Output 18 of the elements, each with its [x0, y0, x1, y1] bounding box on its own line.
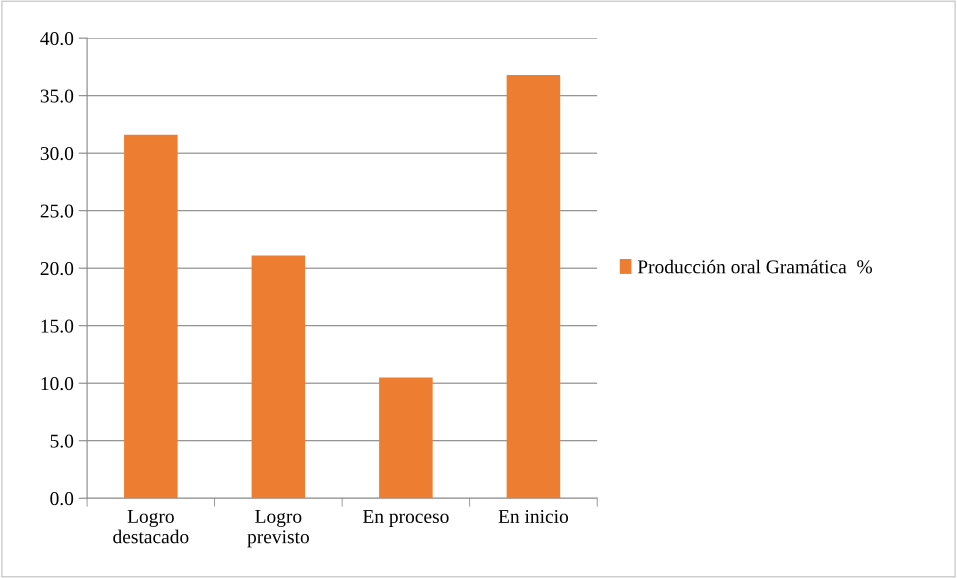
- bar: [252, 256, 306, 498]
- y-tick-label: 0.0: [50, 492, 74, 506]
- x-tick-label: Logro previsto: [247, 510, 309, 548]
- x-tick-label: Logro destacado: [113, 510, 188, 544]
- x-tick-label: En proceso: [362, 510, 449, 527]
- bar: [379, 377, 433, 498]
- y-tick-label: 20.0: [40, 262, 74, 276]
- bar: [506, 74, 560, 498]
- y-tick-label: 40.0: [40, 32, 74, 46]
- y-tick-label: 10.0: [42, 377, 74, 390]
- bar: [124, 134, 178, 498]
- x-tick-label: En inicio: [498, 510, 568, 524]
- y-tick-label: 5.0: [50, 434, 74, 448]
- y-tick-label: 15.0: [42, 320, 74, 333]
- legend-label: Producción oral Gramática %: [638, 260, 872, 274]
- y-tick-label: 30.0: [40, 146, 74, 160]
- y-tick-label: 25.0: [40, 204, 74, 218]
- y-tick-label: 35.0: [40, 89, 74, 103]
